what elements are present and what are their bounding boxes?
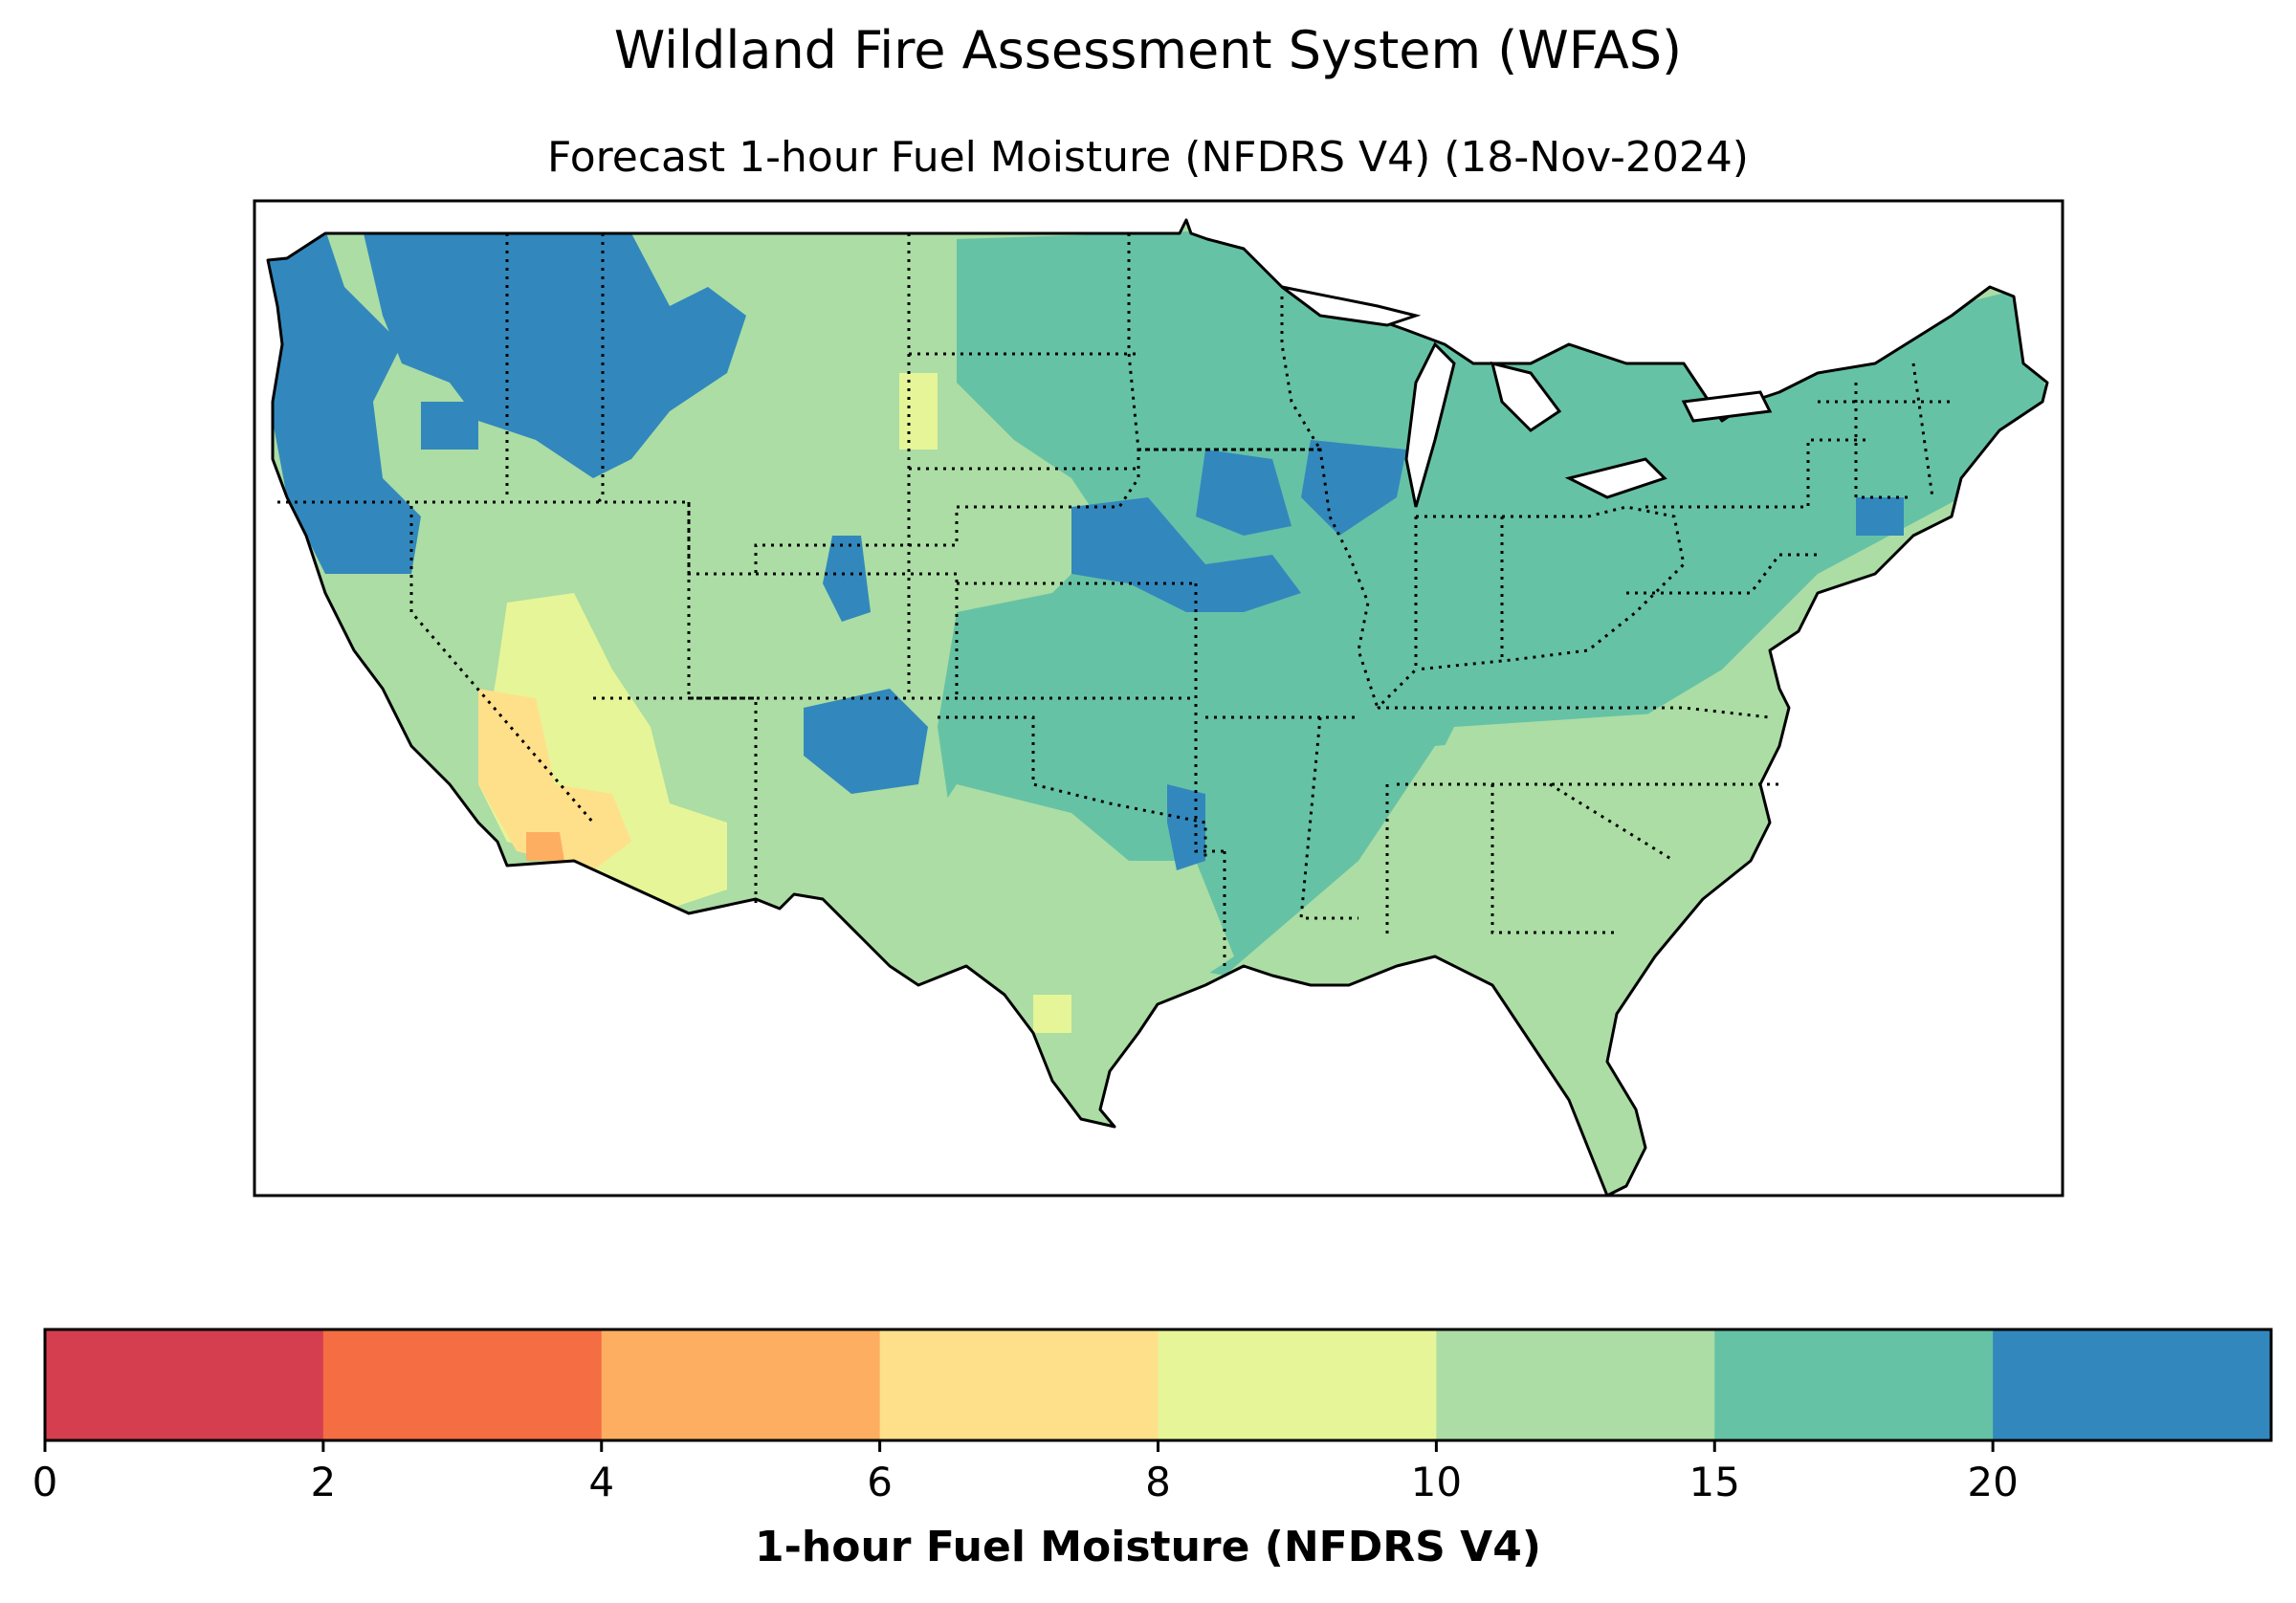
colorbar-swatch-2-4: [322, 1329, 603, 1440]
region-new-england-wet: [1856, 497, 1904, 536]
state-boundaries: [277, 233, 1952, 966]
colorbar-tick-label: 15: [1689, 1459, 1740, 1505]
great-lakes: [1281, 285, 1773, 508]
region-colorado-dry: [899, 373, 938, 450]
region-illinois-wet: [1301, 440, 1406, 536]
region-south-texas-dry: [1033, 995, 1071, 1033]
colorbar-swatch-10-15: [1436, 1329, 1715, 1440]
region-iowa-wet: [1196, 450, 1292, 536]
map-subtitle: Forecast 1-hour Fuel Moisture (NFDRS V4)…: [547, 133, 1749, 182]
region-texas-east-wet: [1167, 784, 1205, 870]
region-southern-ca-driest: [526, 832, 564, 861]
colorbar-label: 1-hour Fuel Moisture (NFDRS V4): [755, 1523, 1541, 1571]
colorbar-swatch-6-8: [879, 1329, 1159, 1440]
region-oregon-wet: [421, 402, 478, 450]
colorbar-swatch-8-10: [1158, 1329, 1437, 1440]
colorbar-swatch-15-20: [1714, 1329, 1994, 1440]
colorbar-tick-label: 8: [1145, 1459, 1171, 1505]
region-midwest-moist: [938, 230, 2047, 976]
colorbar-tick-label: 4: [588, 1459, 614, 1505]
colorbar-tick-label: 10: [1411, 1459, 1462, 1505]
colorbar-swatch-4-6: [601, 1329, 881, 1440]
region-pnw-coast-wet: [268, 230, 421, 574]
region-arizona-nm-wet: [804, 689, 928, 794]
colorbar-tick-label: 0: [33, 1459, 58, 1505]
colorbar-tick-label: 2: [311, 1459, 337, 1505]
colorbar-tick-label: 20: [1967, 1459, 2018, 1505]
colorbar-tick-label: 6: [867, 1459, 893, 1505]
region-colorado-wet: [823, 536, 871, 622]
colorbar-swatch-0-2: [45, 1329, 324, 1440]
colorbar: 0 2 4 6 8 10 15 20: [33, 1328, 2273, 1505]
colorbar-swatch-20+: [1993, 1329, 2272, 1440]
region-southeast-dry: [1320, 708, 1779, 1148]
figure-title: Wildland Fire Assessment System (WFAS): [613, 20, 1683, 80]
region-northern-rockies-wet: [364, 233, 746, 478]
